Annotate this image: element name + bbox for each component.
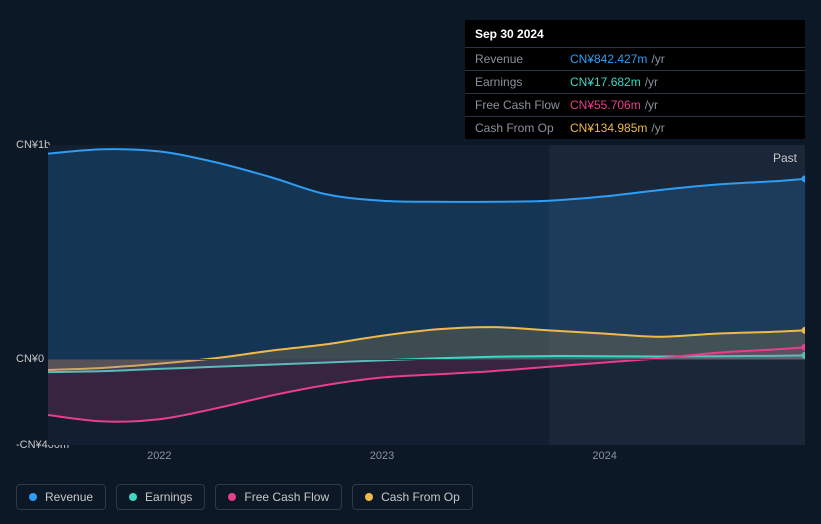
chart-area: CN¥1b CN¥0 -CN¥400m Past — [16, 125, 805, 445]
legend: Revenue Earnings Free Cash Flow Cash Fro… — [16, 484, 473, 510]
tooltip-row: Revenue CN¥842.427m /yr — [465, 47, 805, 70]
plot-region[interactable]: Past — [48, 145, 805, 445]
tooltip-date: Sep 30 2024 — [465, 20, 805, 47]
tooltip-suffix: /yr — [645, 75, 658, 89]
legend-item-earnings[interactable]: Earnings — [116, 484, 205, 510]
legend-swatch-icon — [365, 493, 373, 501]
financial-chart-container: Sep 30 2024 Revenue CN¥842.427m /yr Earn… — [0, 0, 821, 524]
tooltip-value: CN¥134.985m — [570, 121, 647, 135]
tooltip-suffix: /yr — [645, 98, 658, 112]
tooltip-row: Free Cash Flow CN¥55.706m /yr — [465, 93, 805, 116]
y-tick-label: CN¥1b — [16, 139, 50, 151]
legend-item-fcf[interactable]: Free Cash Flow — [215, 484, 342, 510]
tooltip-label: Revenue — [475, 52, 570, 66]
tooltip-suffix: /yr — [651, 121, 664, 135]
legend-swatch-icon — [129, 493, 137, 501]
zero-gridline — [48, 359, 805, 360]
past-label: Past — [773, 151, 797, 165]
hover-tooltip: Sep 30 2024 Revenue CN¥842.427m /yr Earn… — [465, 20, 805, 139]
tooltip-row: Cash From Op CN¥134.985m /yr — [465, 116, 805, 139]
tooltip-label: Cash From Op — [475, 121, 570, 135]
tooltip-label: Earnings — [475, 75, 570, 89]
legend-label: Revenue — [45, 490, 93, 504]
legend-label: Free Cash Flow — [244, 490, 329, 504]
tooltip-value: CN¥17.682m — [570, 75, 641, 89]
x-tick-label: 2023 — [370, 450, 394, 462]
tooltip-suffix: /yr — [651, 52, 664, 66]
legend-item-cfo[interactable]: Cash From Op — [352, 484, 473, 510]
legend-label: Cash From Op — [381, 490, 460, 504]
legend-swatch-icon — [228, 493, 236, 501]
x-tick-label: 2024 — [592, 450, 616, 462]
legend-label: Earnings — [145, 490, 192, 504]
tooltip-label: Free Cash Flow — [475, 98, 570, 112]
tooltip-value: CN¥55.706m — [570, 98, 641, 112]
y-tick-label: CN¥0 — [16, 353, 44, 365]
plot-svg — [48, 145, 805, 445]
x-tick-label: 2022 — [147, 450, 171, 462]
legend-item-revenue[interactable]: Revenue — [16, 484, 106, 510]
legend-swatch-icon — [29, 493, 37, 501]
tooltip-value: CN¥842.427m — [570, 52, 647, 66]
x-axis: 2022 2023 2024 — [48, 450, 805, 470]
tooltip-row: Earnings CN¥17.682m /yr — [465, 70, 805, 93]
